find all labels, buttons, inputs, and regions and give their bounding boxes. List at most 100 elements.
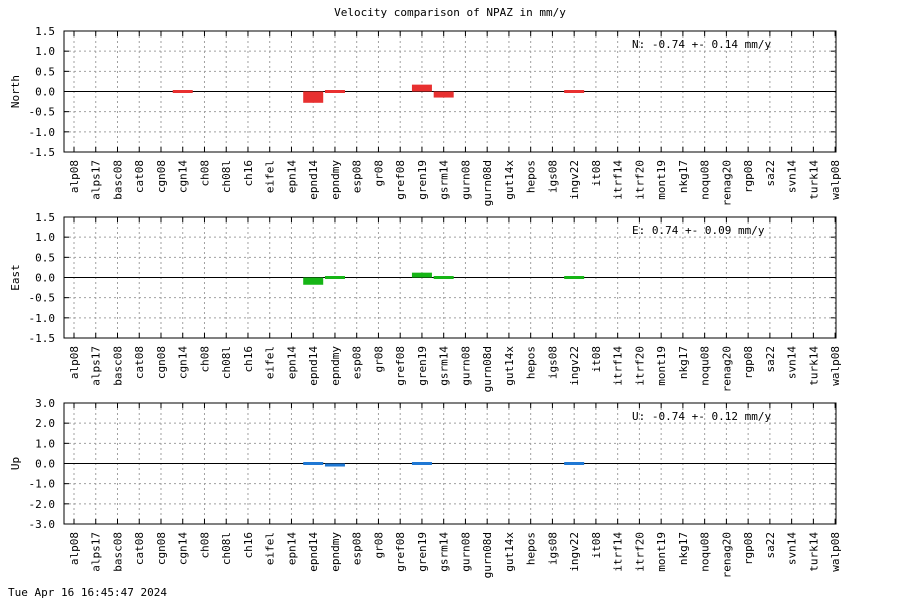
x-tick-label: mont19 xyxy=(655,346,668,386)
y-tick-label: 1.0 xyxy=(35,231,55,244)
x-tick-label: mont19 xyxy=(655,160,668,200)
x-tick-label: eifel xyxy=(264,160,277,193)
x-tick-label: hepos xyxy=(525,532,538,565)
velocity-annotation: E: 0.74 +- 0.09 mm/y xyxy=(632,224,765,237)
x-tick-label: itrf20 xyxy=(633,160,646,200)
bar-ingv22 xyxy=(564,90,585,93)
x-tick-label: basc08 xyxy=(111,532,124,572)
x-tick-label: mont19 xyxy=(655,532,668,572)
x-tick-label: noqu08 xyxy=(699,532,712,572)
bar-gren19 xyxy=(411,84,432,92)
x-tick-label: gurn08 xyxy=(459,160,472,200)
x-tick-label: alps17 xyxy=(90,346,103,386)
bar-epndmy xyxy=(324,276,345,279)
y-tick-label: 0.5 xyxy=(35,251,55,264)
x-tick-label: gren19 xyxy=(416,346,429,386)
x-tick-label: gren19 xyxy=(416,160,429,200)
x-tick-label: ingv22 xyxy=(568,532,581,572)
x-tick-label: cgn08 xyxy=(155,160,168,193)
x-tick-label: noqu08 xyxy=(699,346,712,386)
x-tick-label: cat08 xyxy=(133,160,146,193)
x-tick-label: sa22 xyxy=(764,160,777,187)
x-tick-label: eifel xyxy=(264,532,277,565)
x-tick-label: ingv22 xyxy=(568,160,581,200)
x-tick-label: ch08l xyxy=(220,532,233,565)
timestamp: Tue Apr 16 16:45:47 2024 xyxy=(8,586,167,599)
bar-epnd14 xyxy=(303,277,324,285)
bar-ingv22 xyxy=(564,462,585,465)
x-tick-label: rgp08 xyxy=(742,160,755,193)
x-tick-label: it08 xyxy=(590,346,603,373)
x-tick-label: sa22 xyxy=(764,532,777,559)
x-tick-label: gr08 xyxy=(372,532,385,559)
x-tick-label: svn14 xyxy=(786,346,799,379)
x-tick-label: alps17 xyxy=(90,532,103,572)
x-tick-label: alp08 xyxy=(68,346,81,379)
x-tick-label: cgn08 xyxy=(155,532,168,565)
y-axis-label: Up xyxy=(9,457,22,470)
x-tick-label: renag20 xyxy=(720,160,733,206)
bar-epnd14 xyxy=(303,462,324,465)
y-tick-label: 0.0 xyxy=(35,272,55,285)
x-tick-label: itrf14 xyxy=(612,160,625,200)
x-tick-label: epnd14 xyxy=(307,346,320,386)
y-tick-label: -3.0 xyxy=(29,518,56,531)
x-tick-label: ingv22 xyxy=(568,346,581,386)
x-tick-label: gsrm14 xyxy=(438,346,451,386)
x-tick-label: cgn14 xyxy=(177,160,190,193)
x-tick-label: epndmy xyxy=(329,532,342,572)
x-tick-label: itrf14 xyxy=(612,532,625,572)
y-axis-label: East xyxy=(9,264,22,291)
y-tick-label: -1.5 xyxy=(29,146,56,159)
x-tick-label: nkg17 xyxy=(677,346,690,379)
x-tick-label: gr08 xyxy=(372,160,385,187)
plot-frame xyxy=(63,402,837,525)
x-tick-label: noqu08 xyxy=(699,160,712,200)
y-tick-label: -1.0 xyxy=(29,478,56,491)
bar-gren19 xyxy=(411,462,432,465)
x-tick-label: ch16 xyxy=(242,532,255,559)
plot-frame xyxy=(63,216,837,339)
x-tick-label: walp08 xyxy=(829,160,842,200)
x-tick-label: cgn14 xyxy=(177,532,190,565)
x-tick-label: gsrm14 xyxy=(438,160,451,200)
x-tick-label: gurn08 xyxy=(459,532,472,572)
y-tick-label: 3.0 xyxy=(35,397,55,410)
x-tick-label: hepos xyxy=(525,160,538,193)
x-tick-label: gref08 xyxy=(394,346,407,386)
x-tick-label: epnd14 xyxy=(307,532,320,572)
y-tick-label: 2.0 xyxy=(35,417,55,430)
x-tick-label: hepos xyxy=(525,346,538,379)
x-tick-label: it08 xyxy=(590,160,603,187)
panel-east: 1.5 1.0 0.5 0.0 -0.5 -1.0 -1.5 alp08 alps17 basc0… xyxy=(9,211,842,392)
x-tick-label: gut14x xyxy=(503,532,516,572)
bar-gsrm14 xyxy=(433,91,454,98)
x-tick-label: ch16 xyxy=(242,160,255,187)
x-tick-label: ch08l xyxy=(220,160,233,193)
x-tick-label: cgn08 xyxy=(155,346,168,379)
x-tick-label: alp08 xyxy=(68,532,81,565)
x-tick-label: ch16 xyxy=(242,346,255,373)
y-tick-label: 1.5 xyxy=(35,211,55,224)
bar-epndmy xyxy=(324,463,345,467)
x-tick-label: ch08 xyxy=(198,160,211,187)
x-tick-label: epn14 xyxy=(285,532,298,565)
bar-ingv22 xyxy=(564,276,585,279)
y-tick-label: -1.5 xyxy=(29,332,56,345)
x-tick-label: svn14 xyxy=(786,160,799,193)
panel-up: 3.0 2.0 1.0 0.0 -1.0 -2.0 -3.0 alp08 alps17 basc0… xyxy=(9,397,842,578)
x-tick-label: gref08 xyxy=(394,532,407,572)
velocity-annotation: U: -0.74 +- 0.12 mm/y xyxy=(632,410,771,423)
y-tick-label: 0.5 xyxy=(35,65,55,78)
x-tick-label: gren19 xyxy=(416,532,429,572)
x-tick-label: esp08 xyxy=(351,160,364,193)
x-tick-label: eifel xyxy=(264,346,277,379)
x-tick-label: sa22 xyxy=(764,346,777,373)
y-tick-label: 1.0 xyxy=(35,437,55,450)
x-tick-label: gut14x xyxy=(503,346,516,386)
x-tick-label: gurn08 xyxy=(459,346,472,386)
y-tick-label: -1.0 xyxy=(29,126,56,139)
x-tick-label: igs08 xyxy=(546,160,559,193)
x-tick-label: nkg17 xyxy=(677,160,690,193)
